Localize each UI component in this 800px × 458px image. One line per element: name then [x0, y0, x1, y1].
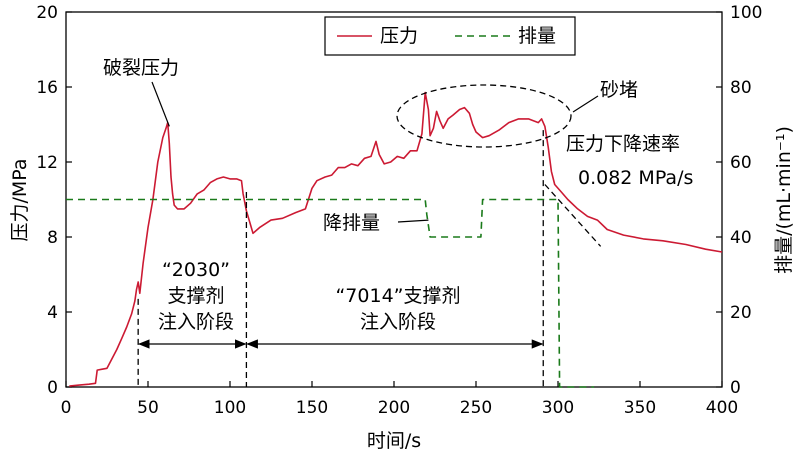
legend: 压力 排量 — [324, 16, 576, 56]
screenout-ellipse — [396, 84, 572, 148]
rupture-leader — [151, 81, 170, 127]
flow-line — [66, 198, 595, 388]
y-left-tick-label: 0 — [47, 378, 58, 398]
flow-drop-label: 降排量 — [323, 212, 380, 234]
series-layer — [66, 91, 723, 388]
y-right-axis-title: 排量/(mL·min⁻¹) — [773, 126, 795, 274]
x-tick-label: 100 — [214, 398, 246, 418]
x-tick-label: 50 — [137, 398, 159, 418]
y-left-tick-label: 16 — [36, 78, 58, 98]
annotation-layer — [137, 81, 602, 387]
legend-label-pressure: 压力 — [380, 25, 418, 47]
x-tick-label: 200 — [378, 398, 410, 418]
y-left-tick-label: 8 — [47, 228, 58, 248]
x-tick-label: 350 — [624, 398, 656, 418]
stage1-label-line2: 支撑剂 — [167, 285, 224, 307]
x-tick-label: 150 — [296, 398, 328, 418]
screenout-label: 砂堵 — [600, 79, 638, 101]
y-left-tick-label: 20 — [36, 3, 58, 23]
x-axis-title: 时间/s — [367, 430, 421, 452]
decline-rate-value: 0.082 MPa/s — [578, 167, 693, 189]
screenout-leader — [572, 95, 599, 113]
pressure-line — [69, 91, 723, 387]
y-right-tick-label: 80 — [730, 78, 752, 98]
stage2-label-line2: 注入阶段 — [360, 311, 436, 333]
flow-drop-leader — [397, 219, 429, 223]
stage1-label-line1: “2030” — [162, 259, 230, 281]
x-tick-label: 400 — [706, 398, 738, 418]
stage2-label-line1: “7014”支撑剂 — [335, 285, 460, 307]
axis-ticks: 0 50 100 150 200 250 300 350 4000481216200204060… — [36, 3, 762, 418]
decline-rate-title: 压力下降速率 — [566, 133, 680, 155]
x-tick-label: 0 — [61, 398, 72, 418]
y-left-tick-label: 12 — [36, 153, 58, 173]
stage1-label-line3: 注入阶段 — [158, 311, 234, 333]
rupture-pressure-label: 破裂压力 — [103, 57, 179, 79]
x-tick-label: 250 — [460, 398, 492, 418]
y-right-tick-label: 0 — [730, 378, 741, 398]
y-left-tick-label: 4 — [47, 303, 58, 323]
legend-label-flow: 排量 — [518, 25, 556, 47]
decline-tangent-line — [544, 184, 602, 247]
y-right-tick-label: 20 — [730, 303, 752, 323]
y-left-axis-title: 压力/MPa — [9, 158, 31, 241]
y-right-tick-label: 60 — [730, 153, 752, 173]
x-tick-label: 300 — [542, 398, 574, 418]
y-right-tick-label: 40 — [730, 228, 752, 248]
y-right-tick-label: 100 — [730, 3, 762, 23]
